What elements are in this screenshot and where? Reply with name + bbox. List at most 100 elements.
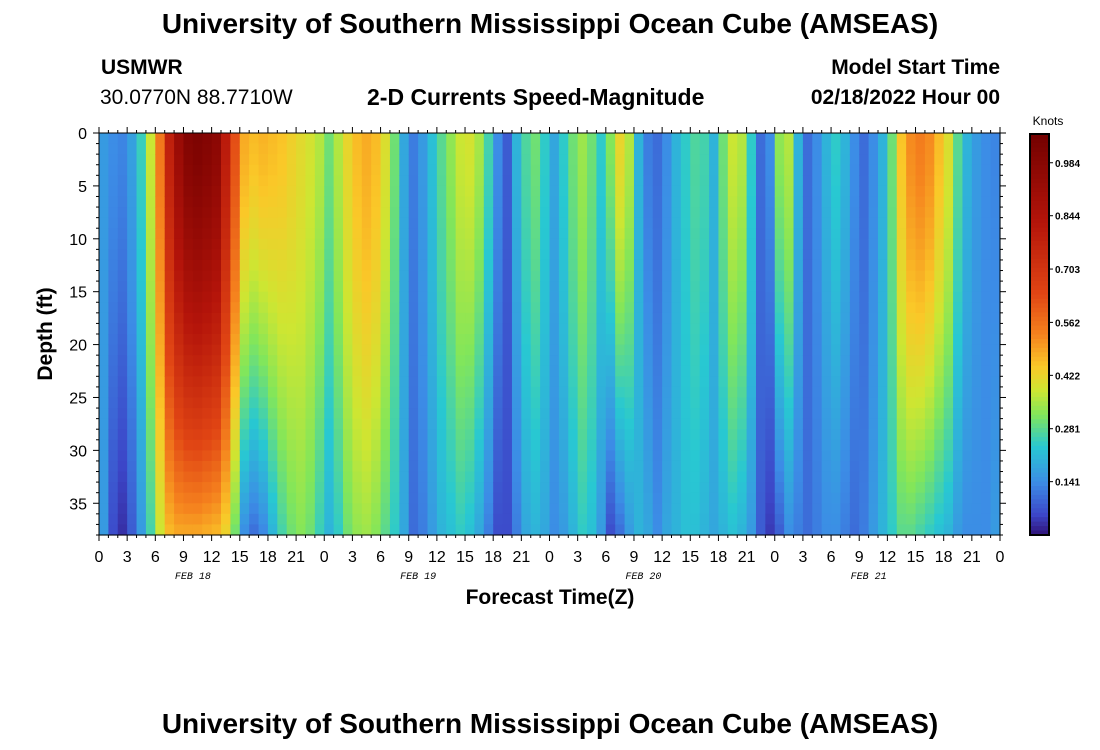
heatmap-cell <box>577 408 588 420</box>
heatmap-cell <box>314 482 325 494</box>
heatmap-cell <box>408 312 419 325</box>
heatmap-cell <box>324 386 335 399</box>
heatmap-cell <box>399 471 410 483</box>
heatmap-cell <box>483 312 494 325</box>
heatmap-cell <box>699 365 710 377</box>
heatmap-cell <box>418 376 429 388</box>
heatmap-cell <box>802 471 813 483</box>
heatmap-cell <box>314 228 325 240</box>
heatmap-cell <box>333 312 344 325</box>
heatmap-cell <box>652 185 663 198</box>
heatmap-cell <box>887 228 898 240</box>
heatmap-cell <box>746 439 757 451</box>
heatmap-cell <box>652 386 663 399</box>
heatmap-cell <box>568 238 579 250</box>
heatmap-cell <box>343 386 354 399</box>
heatmap-cell <box>145 281 156 293</box>
heatmap-cell <box>868 207 879 219</box>
heatmap-cell <box>793 355 804 367</box>
heatmap-cell <box>577 217 588 229</box>
heatmap-cell <box>934 143 945 155</box>
heatmap-cell <box>774 228 785 240</box>
heatmap-cell <box>831 513 842 526</box>
heatmap-cell <box>258 133 269 145</box>
heatmap-cell <box>727 259 738 272</box>
heatmap-cell <box>643 196 654 208</box>
heatmap-cell <box>784 133 795 145</box>
heatmap-cell <box>906 281 917 293</box>
heatmap-cell <box>389 334 400 346</box>
heatmap-cell <box>361 270 372 282</box>
heatmap-cell <box>652 154 663 166</box>
heatmap-cell <box>587 312 598 325</box>
heatmap-cell <box>192 302 203 314</box>
heatmap-cell <box>352 355 363 367</box>
heatmap-cell <box>183 376 194 388</box>
heatmap-cell <box>990 175 1001 187</box>
heatmap-cell <box>849 355 860 367</box>
heatmap-cell <box>371 249 382 261</box>
heatmap-cell <box>943 228 954 240</box>
heatmap-cell <box>136 323 147 335</box>
heatmap-cell <box>352 196 363 208</box>
heatmap-cell <box>868 386 879 399</box>
heatmap-cell <box>699 344 710 356</box>
heatmap-cell <box>934 365 945 377</box>
heatmap-cell <box>211 482 222 494</box>
heatmap-cell <box>540 238 551 250</box>
heatmap-cell <box>624 133 635 145</box>
heatmap-cell <box>99 513 109 526</box>
heatmap-cell <box>915 323 926 335</box>
heatmap-cell <box>99 323 109 335</box>
heatmap-cell <box>502 291 513 303</box>
heatmap-cell <box>549 397 560 409</box>
heatmap-cell <box>709 249 720 261</box>
heatmap-cell <box>183 386 194 399</box>
heatmap-cell <box>343 334 354 346</box>
heatmap-cell <box>915 503 926 515</box>
heatmap-cell <box>643 133 654 145</box>
heatmap-cell <box>511 408 522 420</box>
heatmap-cell <box>446 249 457 261</box>
heatmap-cell <box>981 439 992 451</box>
heatmap-cell <box>849 344 860 356</box>
heatmap-cell <box>624 460 635 473</box>
heatmap-cell <box>455 217 466 229</box>
heatmap-cell <box>108 270 119 282</box>
heatmap-cell <box>239 524 250 536</box>
heatmap-cell <box>558 281 569 293</box>
heatmap-cell <box>662 281 673 293</box>
colorbar-swatch <box>1030 338 1049 345</box>
heatmap-cell <box>568 365 579 377</box>
heatmap-cell <box>812 471 823 483</box>
heatmap-cell <box>971 249 982 261</box>
heatmap-cell <box>821 439 832 451</box>
x-tick-label: 3 <box>348 549 357 566</box>
heatmap-cell <box>352 291 363 303</box>
heatmap-cell <box>896 217 907 229</box>
heatmap-cell <box>774 355 785 367</box>
heatmap-cell <box>418 418 429 430</box>
heatmap-cell <box>774 460 785 473</box>
heatmap-cell <box>812 143 823 155</box>
heatmap-cell <box>296 386 307 399</box>
heatmap-cell <box>558 418 569 430</box>
heatmap-cell <box>549 460 560 473</box>
colorbar-swatch <box>1030 512 1049 518</box>
heatmap-cell <box>446 154 457 166</box>
heatmap-cell <box>981 386 992 399</box>
heatmap-cell <box>877 143 888 155</box>
heatmap-cell <box>587 185 598 198</box>
heatmap-cell <box>587 418 598 430</box>
heatmap-cell <box>755 238 766 250</box>
heatmap-cell <box>793 492 804 504</box>
heatmap-cell <box>305 524 316 536</box>
heatmap-cell <box>211 185 222 198</box>
heatmap-cell <box>596 408 607 420</box>
heatmap-cell <box>624 175 635 187</box>
heatmap-cell <box>343 238 354 250</box>
heatmap-cell <box>202 217 213 229</box>
heatmap-cell <box>202 397 213 409</box>
heatmap-cell <box>605 143 616 155</box>
heatmap-cell <box>765 408 776 420</box>
